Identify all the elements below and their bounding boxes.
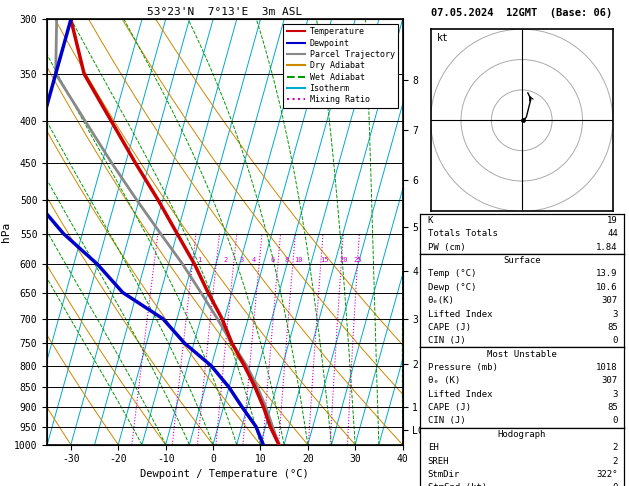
- Text: EH: EH: [428, 443, 438, 452]
- Text: 2: 2: [613, 456, 618, 466]
- Text: θₑ (K): θₑ (K): [428, 376, 460, 385]
- Text: CAPE (J): CAPE (J): [428, 403, 470, 412]
- Text: 13.9: 13.9: [596, 269, 618, 278]
- Text: 3: 3: [613, 310, 618, 319]
- Text: 322°: 322°: [596, 470, 618, 479]
- Text: Mixing Ratio (g/kg): Mixing Ratio (g/kg): [444, 219, 454, 313]
- Text: 1.84: 1.84: [596, 243, 618, 252]
- Text: 307: 307: [602, 376, 618, 385]
- Text: 1018: 1018: [596, 363, 618, 372]
- Text: Lifted Index: Lifted Index: [428, 310, 493, 319]
- Text: kt: kt: [437, 34, 448, 43]
- X-axis label: Dewpoint / Temperature (°C): Dewpoint / Temperature (°C): [140, 469, 309, 479]
- Text: Dewp (°C): Dewp (°C): [428, 283, 476, 292]
- Y-axis label: hPa: hPa: [1, 222, 11, 242]
- Text: 4: 4: [252, 257, 256, 262]
- Y-axis label: km
ASL: km ASL: [443, 232, 461, 254]
- Text: 6: 6: [270, 257, 275, 262]
- Text: CAPE (J): CAPE (J): [428, 323, 470, 332]
- Text: 2: 2: [613, 443, 618, 452]
- Text: 0: 0: [613, 336, 618, 346]
- Text: 8: 8: [285, 257, 289, 262]
- Text: Totals Totals: Totals Totals: [428, 229, 498, 239]
- Text: 0: 0: [613, 483, 618, 486]
- Text: 25: 25: [353, 257, 362, 262]
- Text: 15: 15: [321, 257, 329, 262]
- Text: CIN (J): CIN (J): [428, 336, 465, 346]
- Text: 1: 1: [197, 257, 201, 262]
- Text: Hodograph: Hodograph: [498, 430, 546, 439]
- Text: PW (cm): PW (cm): [428, 243, 465, 252]
- Text: 2: 2: [223, 257, 228, 262]
- Text: K: K: [428, 216, 433, 225]
- Text: 0: 0: [613, 417, 618, 426]
- Text: Pressure (mb): Pressure (mb): [428, 363, 498, 372]
- Text: SREH: SREH: [428, 456, 449, 466]
- Title: 53°23'N  7°13'E  3m ASL: 53°23'N 7°13'E 3m ASL: [147, 7, 303, 17]
- Text: Lifted Index: Lifted Index: [428, 390, 493, 399]
- Text: 3: 3: [613, 390, 618, 399]
- Text: 10: 10: [294, 257, 303, 262]
- Text: CIN (J): CIN (J): [428, 417, 465, 426]
- Text: 307: 307: [602, 296, 618, 305]
- Legend: Temperature, Dewpoint, Parcel Trajectory, Dry Adiabat, Wet Adiabat, Isotherm, Mi: Temperature, Dewpoint, Parcel Trajectory…: [284, 24, 398, 108]
- Text: Most Unstable: Most Unstable: [487, 349, 557, 359]
- Text: 10.6: 10.6: [596, 283, 618, 292]
- Text: 3: 3: [240, 257, 244, 262]
- Text: StmDir: StmDir: [428, 470, 460, 479]
- Text: 19: 19: [607, 216, 618, 225]
- Text: 07.05.2024  12GMT  (Base: 06): 07.05.2024 12GMT (Base: 06): [431, 8, 613, 17]
- Text: StmSpd (kt): StmSpd (kt): [428, 483, 487, 486]
- Text: Temp (°C): Temp (°C): [428, 269, 476, 278]
- Text: 20: 20: [340, 257, 348, 262]
- Text: 85: 85: [607, 403, 618, 412]
- Text: θₑ(K): θₑ(K): [428, 296, 455, 305]
- Text: Surface: Surface: [503, 256, 540, 265]
- Text: 44: 44: [607, 229, 618, 239]
- Text: 85: 85: [607, 323, 618, 332]
